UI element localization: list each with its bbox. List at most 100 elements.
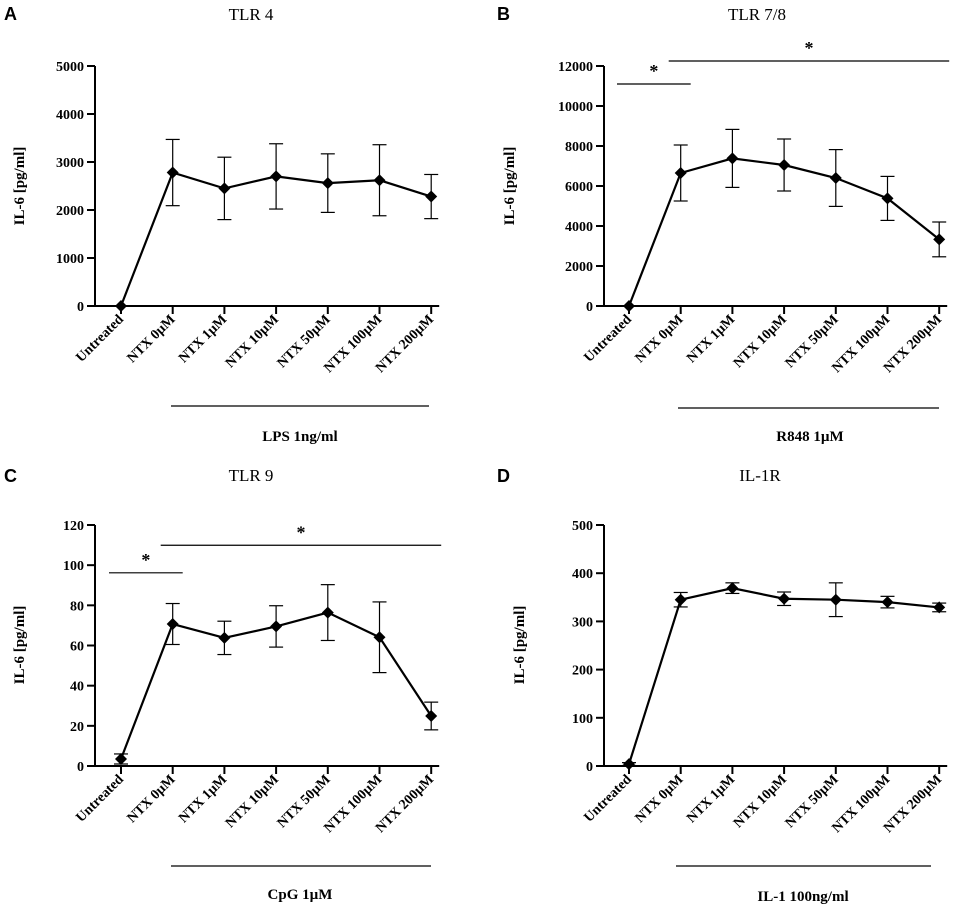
- x-tick-label: NTX 0µM: [633, 772, 687, 826]
- panel-title: TLR 4: [229, 5, 274, 24]
- y-tick-label: 2000: [56, 204, 84, 219]
- x-tick-label: NTX 1µM: [684, 312, 738, 366]
- data-point: [778, 159, 791, 171]
- y-tick-label: 1000: [56, 252, 84, 267]
- y-axis-label: IL-6 [pg/ml]: [12, 606, 28, 685]
- data-point: [166, 618, 179, 631]
- significance-star: *: [649, 61, 658, 81]
- x-tick-label: NTX 10µM: [731, 772, 790, 831]
- x-tick-label: NTX 1µM: [176, 772, 230, 826]
- panel-letter: C: [4, 466, 17, 486]
- y-tick-label: 120: [63, 519, 84, 534]
- data-point: [218, 631, 231, 644]
- x-tick-label: NTX 1µM: [176, 312, 230, 366]
- y-tick-label: 100: [572, 712, 593, 727]
- data-point: [166, 166, 179, 179]
- panel-title: TLR 9: [229, 466, 274, 485]
- panel-letter: A: [4, 4, 17, 24]
- data-point: [270, 170, 283, 183]
- x-tick-label: NTX 1µM: [684, 772, 738, 826]
- y-tick-label: 6000: [565, 180, 593, 195]
- data-point: [933, 233, 946, 246]
- x-tick-label: Untreated: [74, 312, 127, 365]
- y-tick-label: 300: [572, 615, 593, 630]
- data-point: [778, 592, 791, 605]
- data-point: [115, 752, 127, 765]
- y-axis-label: IL-6 [pg/ml]: [502, 147, 518, 226]
- y-tick-label: 500: [572, 519, 593, 534]
- y-tick-label: 200: [572, 664, 593, 679]
- y-tick-label: 80: [70, 599, 84, 614]
- data-point: [674, 593, 687, 606]
- y-tick-label: 4000: [56, 108, 84, 123]
- treatment-label: IL-1 100ng/ml: [757, 889, 848, 905]
- y-tick-label: 100: [63, 559, 84, 574]
- y-tick-label: 8000: [565, 140, 593, 155]
- data-point: [623, 758, 635, 771]
- significance-star: *: [296, 522, 305, 542]
- treatment-label: CpG 1µM: [268, 887, 333, 903]
- series-line: [627, 587, 940, 765]
- y-tick-label: 20: [70, 720, 84, 735]
- y-axis-label: IL-6 [pg/ml]: [512, 606, 528, 685]
- panel-a: A TLR 4 IL-6 [pg/ml] LPS 1ng/ml 0 1000 200…: [4, 4, 440, 445]
- y-tick-label: 40: [70, 680, 84, 695]
- significance-star: *: [141, 550, 150, 570]
- data-point: [933, 601, 946, 614]
- y-tick-label: 10000: [558, 100, 593, 115]
- x-tick-label: Untreated: [582, 312, 635, 365]
- data-point: [881, 596, 894, 609]
- data-point: [373, 631, 386, 644]
- x-tick-label: Untreated: [582, 772, 635, 825]
- y-tick-label: 5000: [56, 60, 84, 75]
- x-tick-label: NTX 0µM: [125, 312, 179, 366]
- treatment-label: R848 1µM: [776, 429, 843, 445]
- panel-letter: B: [497, 4, 510, 24]
- plot-area: 020004000600080001000012000UntreatedNTX …: [558, 38, 950, 409]
- x-tick-label: NTX 10µM: [731, 312, 790, 371]
- panel-d: D IL-1R IL-6 [pg/ml] IL-1 100ng/ml 0 100 2…: [497, 466, 948, 905]
- significance-star: *: [804, 38, 813, 58]
- y-tick-label: 0: [586, 300, 593, 315]
- y-tick-label: 2000: [565, 260, 593, 275]
- x-tick-label: NTX 10µM: [223, 772, 282, 831]
- data-point: [623, 300, 635, 312]
- y-tick-label: 4000: [565, 220, 593, 235]
- data-point: [425, 709, 438, 722]
- data-point: [270, 620, 283, 633]
- data-point: [881, 192, 894, 205]
- data-point: [829, 593, 842, 606]
- data-point: [674, 167, 687, 179]
- data-point: [321, 606, 334, 619]
- data-point: [218, 182, 231, 195]
- y-tick-label: 3000: [56, 156, 84, 171]
- panel-letter: D: [497, 466, 510, 486]
- x-tick-label: Untreated: [74, 772, 127, 825]
- data-point: [425, 190, 438, 203]
- panel-c: C TLR 9 IL-6 [pg/ml] CpG 1µM 0 20 40 60 80 10…: [4, 466, 442, 903]
- y-tick-label: 0: [77, 760, 84, 775]
- y-tick-label: 0: [586, 760, 593, 775]
- data-point: [373, 174, 386, 187]
- data-point: [726, 152, 739, 165]
- y-tick-label: 12000: [558, 60, 593, 75]
- data-point: [829, 172, 842, 184]
- y-axis-label: IL-6 [pg/ml]: [12, 147, 28, 226]
- x-tick-label: NTX 10µM: [223, 312, 282, 371]
- data-point: [115, 300, 127, 312]
- y-tick-label: 60: [70, 640, 84, 655]
- panel-title: IL-1R: [739, 466, 781, 485]
- panel-title: TLR 7/8: [728, 5, 786, 24]
- panel-b: B TLR 7/8 IL-6 [pg/ml] R848 1µM 0 2000 400…: [497, 4, 950, 445]
- x-tick-label: NTX 0µM: [633, 312, 687, 366]
- y-tick-label: 0: [77, 300, 84, 315]
- data-point: [726, 582, 739, 595]
- data-point: [321, 177, 334, 190]
- y-tick-label: 400: [572, 567, 593, 582]
- treatment-label: LPS 1ng/ml: [262, 429, 337, 445]
- x-tick-label: NTX 0µM: [125, 772, 179, 826]
